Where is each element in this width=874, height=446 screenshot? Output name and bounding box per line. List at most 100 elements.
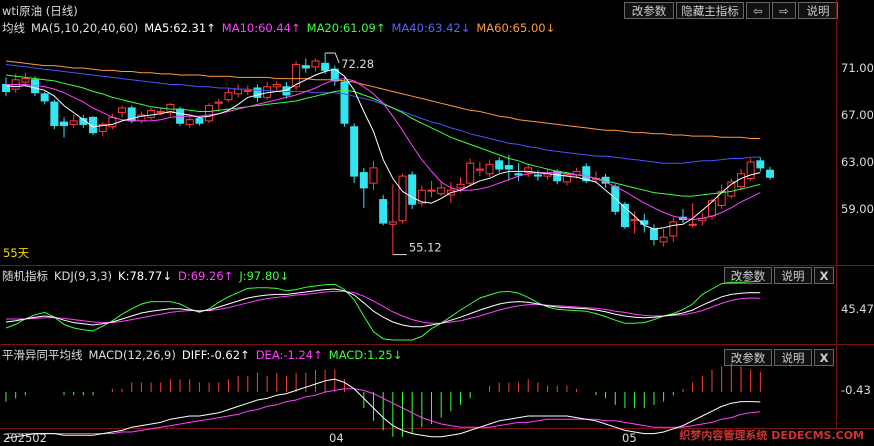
candle-body — [417, 189, 426, 204]
candle-body — [214, 101, 223, 104]
candle-body — [369, 167, 378, 184]
y-tick-71: 71.00 — [841, 61, 874, 75]
candle-body — [79, 118, 88, 125]
candle-body — [582, 166, 591, 182]
candle-body — [147, 109, 156, 118]
candle-body — [620, 203, 629, 228]
candle-body — [253, 87, 262, 98]
candle-body — [272, 83, 281, 88]
low-price-label: 55.12 — [409, 241, 442, 255]
candle-body — [688, 223, 697, 226]
kdj-params: KDJ(9,3,3) — [54, 269, 113, 283]
x-tick-04: 04 — [329, 431, 344, 445]
candle-body — [630, 219, 639, 222]
macd-params: MACD(12,26,9) — [88, 348, 176, 362]
candle-body — [21, 78, 30, 83]
candle-body — [669, 221, 678, 237]
arrow-right-icon[interactable]: ⇨ — [772, 2, 796, 19]
candle-body — [379, 199, 388, 224]
kdj-d-line — [6, 290, 761, 324]
y-tick-63: 63.00 — [841, 155, 874, 169]
candle-body — [514, 173, 523, 176]
candle-body — [195, 118, 204, 124]
candle-body — [398, 175, 407, 222]
candle-body — [292, 63, 301, 88]
candle-body — [485, 163, 494, 175]
divider-main-kdj — [0, 265, 874, 266]
candle-body — [234, 88, 243, 95]
candle-body — [495, 160, 504, 170]
kdj-legend: 随机指标 KDJ(9,3,3) K:78.77↓ D:69.26↑ J:97.80↓ — [2, 268, 295, 284]
ma-params: MA(5,10,20,40,60) — [31, 21, 139, 35]
change-params-button[interactable]: 改参数 — [624, 2, 674, 19]
candle-body — [321, 62, 330, 71]
macd-name: 平滑异同平均线 — [2, 348, 83, 362]
candle-body — [340, 81, 349, 124]
candle-body — [69, 120, 78, 125]
macd-macd-value: MACD:1.25↓ — [328, 348, 403, 362]
ma5-value: MA5:62.31↑ — [144, 21, 216, 35]
main-price-panel: wti原油 (日线) 均线 MA(5,10,20,40,60) MA5:62.31↑… — [2, 2, 874, 260]
candle-body — [475, 168, 484, 171]
candle-body — [649, 228, 658, 241]
candle-body — [756, 160, 765, 169]
x-tick-05: 05 — [622, 431, 637, 445]
candle-body — [717, 190, 726, 206]
macd-close-icon[interactable]: X — [814, 349, 834, 366]
candle-body — [746, 161, 755, 179]
kdj-close-icon[interactable]: X — [814, 267, 834, 284]
indicator-name: 均线 — [2, 21, 25, 35]
kdj-y-tick: 45.47 — [841, 302, 874, 316]
hide-main-indicator-button[interactable]: 隐藏主指标 — [676, 2, 744, 19]
ma40-value: MA40:63.42↓ — [391, 21, 471, 35]
kdj-change-params-button[interactable]: 改参数 — [724, 267, 772, 284]
divider-kdj-macd — [0, 344, 874, 345]
candle-body — [359, 172, 368, 189]
macd-legend: 平滑异同平均线 MACD(12,26,9) DIFF:-0.62↑ DEA:-1.24… — [2, 347, 408, 363]
kdj-k-value: K:78.77↓ — [118, 269, 173, 283]
candle-body — [118, 107, 127, 114]
ma5-line — [5, 68, 761, 230]
candle-body — [89, 116, 98, 134]
candle-body — [766, 169, 774, 178]
candle-body — [185, 119, 194, 125]
ma60-value: MA60:65.00↓ — [476, 21, 556, 35]
candle-body — [301, 65, 310, 69]
arrow-left-icon[interactable]: ⇦ — [746, 2, 770, 19]
candle-body — [427, 189, 436, 192]
days-count-label: 55天 — [3, 246, 30, 260]
candle-body — [456, 183, 465, 189]
macd-change-params-button[interactable]: 改参数 — [724, 349, 772, 366]
high-price-pointer — [325, 52, 340, 64]
divider-macd-xaxis — [0, 428, 874, 429]
candle-body — [243, 89, 252, 92]
kdj-k-line — [5, 288, 761, 328]
kdj-d-value: D:69.26↑ — [178, 269, 234, 283]
candle-body — [437, 187, 446, 195]
candle-body — [350, 126, 359, 177]
candle-body — [98, 123, 107, 132]
ma-legend: 均线 MA(5,10,20,40,60) MA5:62.31↑ MA10:60.44↑… — [2, 20, 561, 36]
candle-body — [60, 121, 69, 127]
candle-body — [388, 221, 397, 225]
watermark: 织梦内容管理系统 DEDECMS.COM — [679, 429, 864, 442]
kdj-help-button[interactable]: 说明 — [774, 267, 812, 284]
candle-body — [156, 110, 165, 113]
candle-body — [707, 200, 716, 217]
candle-body — [50, 101, 59, 127]
ma40-line — [5, 64, 761, 164]
ma10-value: MA10:60.44↑ — [221, 21, 301, 35]
help-button[interactable]: 说明 — [798, 2, 838, 19]
macd-dea-line — [6, 388, 761, 435]
y-axis-divider — [836, 0, 837, 428]
candle-body — [408, 174, 417, 205]
macd-panel: 平滑异同平均线 MACD(12,26,9) DIFF:-0.62↑ DEA:-1.24… — [0, 345, 874, 428]
kdj-panel: 随机指标 KDJ(9,3,3) K:78.77↓ D:69.26↑ J:97.80↓ 改… — [0, 266, 874, 344]
candle-body — [533, 174, 542, 177]
y-tick-67: 67.00 — [841, 108, 874, 122]
ma20-line — [5, 74, 761, 197]
macd-help-button[interactable]: 说明 — [774, 349, 812, 366]
kdj-name: 随机指标 — [2, 269, 48, 283]
macd-diff-line — [5, 378, 761, 439]
